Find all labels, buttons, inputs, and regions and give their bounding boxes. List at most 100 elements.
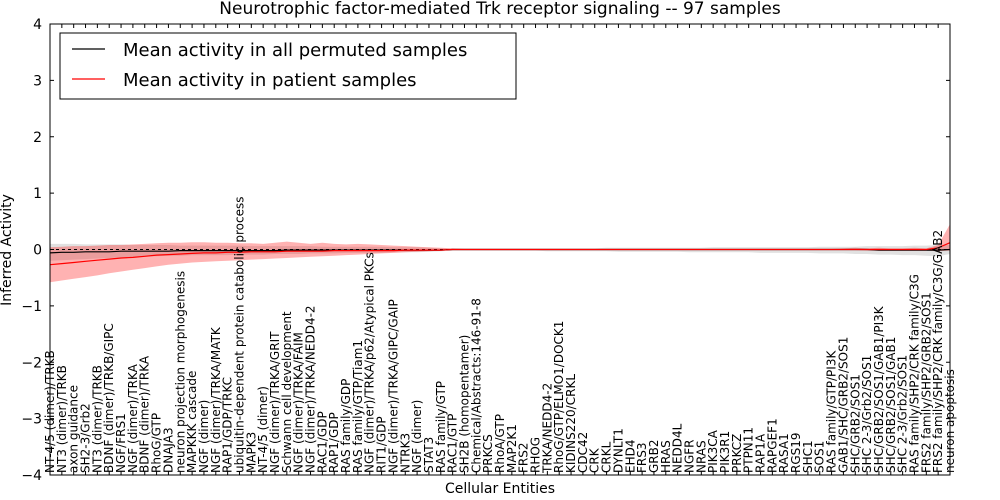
x-category-label: RAS family/GDP	[339, 379, 353, 473]
series-line-patient	[49, 242, 951, 266]
x-category-label: RhoG/GTP	[150, 413, 164, 473]
x-category-label: NGF (dimer)/TRKA/NEDD4-2	[304, 305, 318, 473]
y-tick-label: −3	[21, 412, 42, 428]
series-lines	[49, 242, 951, 266]
x-category-label: RAP1/GDP/TRKC	[221, 377, 235, 473]
x-category-label: TRKA/NEDD4-2	[540, 383, 554, 474]
legend-label-patient: Mean activity in patient samples	[123, 70, 417, 91]
x-category-label: Schwann cell development	[280, 311, 294, 473]
x-category-label: PIK3R1	[718, 431, 732, 473]
x-category-label: NEDD4L	[671, 423, 685, 473]
x-category-label: NGF (dimer)	[197, 400, 211, 473]
x-category-label: MAP2K1	[505, 424, 519, 473]
x-category-label: NGF (dimer)/TRKA/MATK	[209, 326, 223, 473]
y-tick-label: 2	[33, 130, 42, 146]
x-category-label: RASA1	[777, 433, 791, 473]
x-category-label: PTPN11	[742, 427, 756, 473]
x-category-label: BDNF (dimer)/TRKB/GIPC	[102, 323, 116, 473]
y-tick-label: 3	[33, 73, 42, 89]
x-category-label: RGS19	[789, 432, 803, 473]
x-category-label: KIDINS220/CRKL	[564, 374, 578, 473]
y-tick-label: 0	[33, 243, 42, 259]
x-category-label: RAC1/GTP	[446, 414, 460, 473]
x-category-label: RAS family/GTP	[434, 381, 448, 473]
x-category-label: SHC 2-3/Grb2/SOS1	[860, 355, 874, 473]
legend-box	[59, 32, 517, 100]
x-category-label: EHD4	[623, 440, 637, 473]
x-category-label: SH2B (homopentamer)	[458, 335, 472, 473]
x-category-label: RAS family/SHP2/CRK family/C3G	[908, 274, 922, 473]
x-category-label: RAC1/GDP	[315, 411, 329, 473]
y-tick-label: −1	[21, 299, 42, 315]
x-category-label: RAP1/GDP	[327, 412, 341, 473]
y-tick-label: 4	[33, 17, 42, 33]
y-tick-label: −2	[21, 355, 42, 371]
x-category-label: PRKCS	[481, 434, 495, 473]
patient-band	[50, 224, 950, 283]
x-category-label: NT3 (dimer)/TRKB	[90, 365, 104, 473]
x-axis-label: Cellular Entities	[445, 481, 555, 497]
x-category-label: SHC1	[801, 440, 815, 473]
x-category-label: SOS1	[813, 441, 827, 473]
x-category-label: RAS family/GTP/PI3K	[825, 350, 839, 473]
x-category-label: neuron projection morphogenesis	[173, 271, 187, 473]
x-category-label: RAP1A	[754, 433, 768, 473]
x-category-label: GRB2	[647, 439, 661, 473]
x-category-label: MAPK3	[244, 432, 258, 473]
x-category-label: GAB1/SHC/GRB2/SOS1	[836, 337, 850, 473]
y-tick-label: 1	[33, 186, 42, 202]
x-category-label: NRAS	[694, 440, 708, 473]
x-category-label: NGF (dimer)/TRKA	[126, 363, 140, 473]
y-axis-label: Inferred Activity	[0, 194, 15, 306]
x-category-label: NT3 (dimer)/TRKB	[55, 365, 69, 473]
x-category-label: NGF (dimer)/TRKA/GIPC/GAIP	[386, 299, 400, 473]
x-category-label: FRS2 family/SHP2/CRK family/C3G/GAB2	[931, 230, 945, 473]
x-category-label: RAPGEF1	[765, 418, 779, 473]
x-category-label: Chemical/Abstracts:146-91-8	[469, 298, 483, 473]
x-category-label: NT-4/5 (dimer)/TRKB	[43, 350, 57, 473]
permuted-band	[50, 243, 950, 261]
x-axis-ticks	[49, 24, 951, 475]
x-category-label: STAT3	[422, 437, 436, 473]
chart-title: Neurotrophic factor-mediated Trk recepto…	[219, 0, 781, 19]
x-category-label: NGF (dimer)/TRKA/p62/Atypical PKCs	[363, 252, 377, 473]
x-category-label: FRS2	[517, 443, 531, 474]
y-tick-label: −4	[21, 468, 42, 484]
x-category-label: NGF (dimer)	[410, 400, 424, 473]
x-category-label: RHOG	[529, 437, 543, 473]
x-category-label: RhoA/GTP	[493, 414, 507, 473]
x-category-label: HRAS	[659, 440, 673, 473]
x-category-label: DNAJA3	[161, 427, 175, 473]
x-category-label: ubiquitin-dependent protein catabolic pr…	[233, 197, 247, 473]
x-category-label: MAPKKK cascade	[185, 371, 199, 473]
x-category-label: axon guidance	[67, 385, 81, 473]
x-category-label: FRS3	[635, 443, 649, 474]
x-category-label: SHC/GRB2/SOS1	[848, 374, 862, 473]
y-axis: −4 −3 −2 −1 0 1 2 3 4	[21, 17, 950, 484]
x-category-label: SHC/GRB2/SOS1/GAB1/PI3K	[872, 305, 886, 473]
x-category-label: SHC 2-3/Grb2/SOS1	[896, 355, 910, 473]
x-category-label: DYNLT1	[611, 428, 625, 473]
x-category-label: PRKCZ	[730, 434, 744, 473]
x-category-label: RIT1/GDP	[375, 416, 389, 473]
x-category-label: NGF/FRS1	[114, 413, 128, 473]
x-category-label: PIK3CA	[706, 429, 720, 473]
x-category-label: NTRK3	[398, 433, 412, 473]
x-category-label: CRK	[588, 447, 602, 473]
x-category-label: BDNF (dimer)/TRKA	[138, 355, 152, 473]
legend-label-permuted: Mean activity in all permuted samples	[123, 40, 467, 61]
x-category-label: SH2-3/Grb2	[79, 403, 93, 473]
x-category-label: FRS2 family/SHP2/GRB2/SOS1	[919, 292, 933, 473]
x-category-label: CRKL	[600, 441, 614, 473]
legend: Mean activity in all permuted samples Me…	[59, 32, 517, 100]
x-category-label: NGF (dimer)/TRKA/FAIM	[292, 332, 306, 473]
x-category-label: NGF (dimer)/TRKA/GRIT	[268, 331, 282, 473]
x-category-label: NT-4/5 (dimer)	[256, 386, 270, 473]
x-category-label: RhoG/GTP/ELMO1/DOCK1	[552, 321, 566, 473]
x-category-label: neuron apoptosis	[943, 369, 957, 473]
x-category-label: NGFR	[683, 439, 697, 473]
x-category-label: RAS family/GTP/Tiam1	[351, 340, 365, 473]
x-category-label: SHC/GRB2/SOS1/GAB1	[884, 337, 898, 473]
